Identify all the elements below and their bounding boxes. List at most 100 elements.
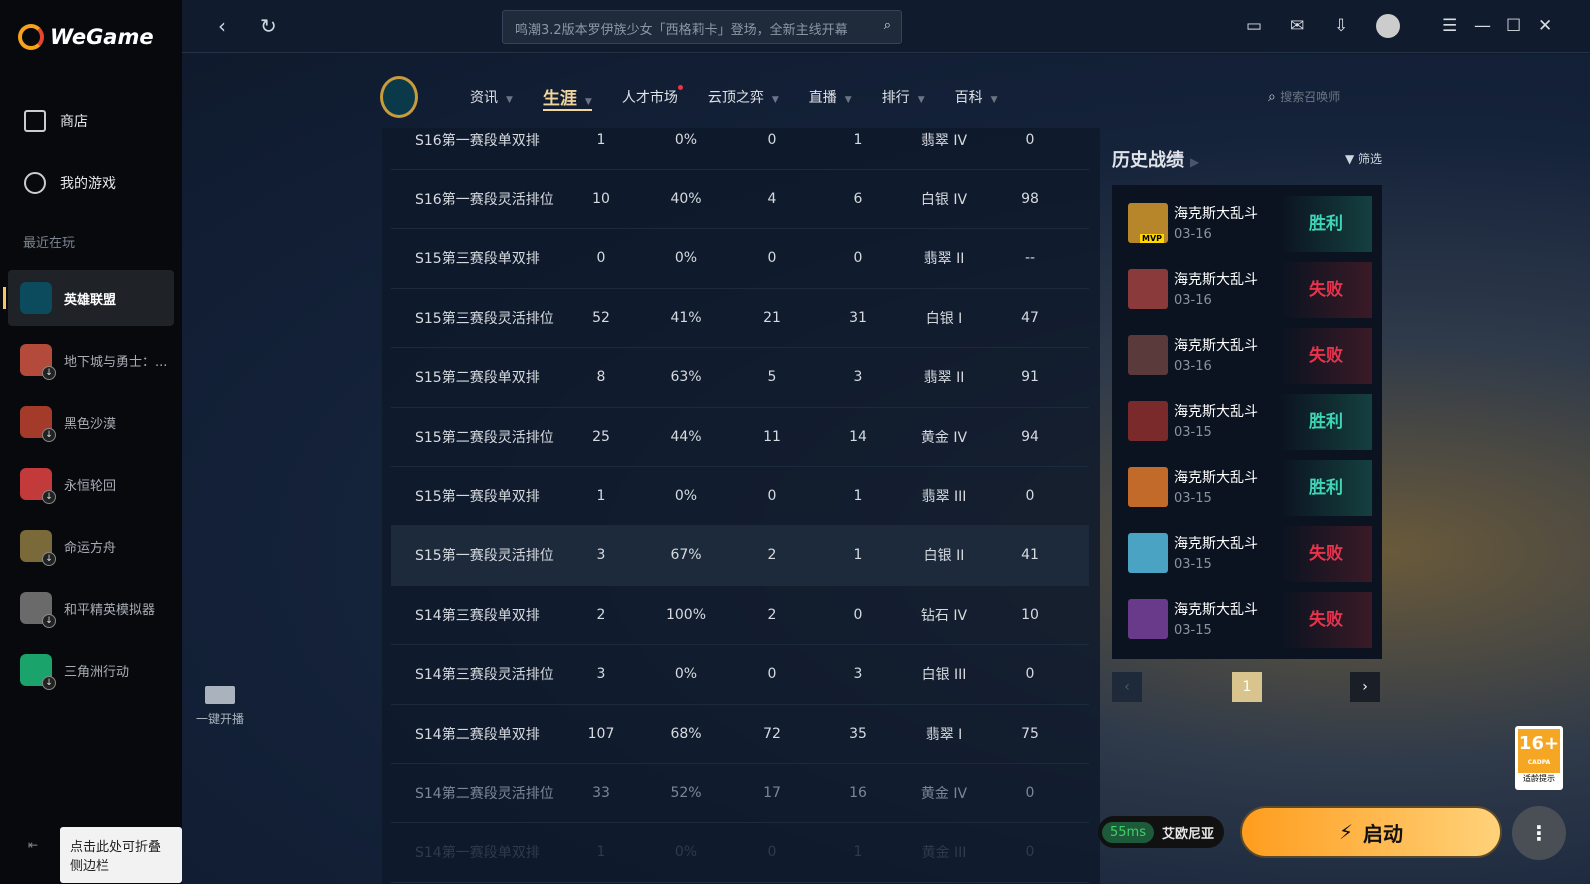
sidebar-game-6[interactable]: ↓ 三角洲行动 <box>8 642 174 698</box>
sidebar: WeGame 商店 我的游戏 最近在玩 英雄联盟 ↓ 地下城与勇士：... ↓ 黑色沙漠… <box>0 0 182 884</box>
table-cell: S15第二赛段单双排 <box>415 370 540 387</box>
lol-nav-tab-1[interactable]: 生涯 ▼ <box>542 84 592 111</box>
match-item[interactable]: MVP 海克斯大乱斗 03-16 胜利 <box>1122 191 1372 257</box>
refresh-icon[interactable]: ↻ <box>260 14 277 38</box>
server-name: 艾欧尼亚 <box>1161 826 1214 842</box>
table-cell: 0 <box>853 250 863 267</box>
match-item[interactable]: 海克斯大乱斗 03-15 失败 <box>1122 587 1372 653</box>
sidebar-game-4[interactable]: ↓ 命运方舟 <box>8 518 174 574</box>
prev-page-button[interactable]: ‹ <box>1112 672 1142 702</box>
match-item[interactable]: 海克斯大乱斗 03-15 失败 <box>1122 521 1372 587</box>
match-item[interactable]: 海克斯大乱斗 03-15 胜利 <box>1122 389 1372 455</box>
close-icon[interactable]: ✕ <box>1538 16 1553 36</box>
search-icon[interactable]: ⌕ <box>883 18 891 33</box>
match-result: 失败 <box>1280 262 1372 318</box>
recent-label: 最近在玩 <box>23 236 76 251</box>
table-cell: 4 <box>767 190 777 207</box>
next-page-button[interactable]: › <box>1350 672 1380 702</box>
collapse-sidebar-icon[interactable]: ⇤ <box>28 838 39 852</box>
launch-button[interactable]: ⚡ 启动 <box>1240 806 1502 858</box>
menu-icon[interactable]: ☰ <box>1442 16 1458 36</box>
minimize-icon[interactable]: — <box>1474 16 1491 36</box>
chat-icon[interactable]: ▭ <box>1246 16 1263 36</box>
filter-button[interactable]: ▼ 筛选 <box>1344 152 1382 166</box>
table-cell: S14第二赛段灵活排位 <box>415 785 554 802</box>
table-row[interactable]: S14第三赛段灵活排位 3 0% 0 3 白银 III 0 <box>391 645 1089 705</box>
notification-dot <box>677 85 683 90</box>
chevron-down-icon: ▼ <box>771 95 779 105</box>
server-selector[interactable]: 55ms 艾欧尼亚 <box>1098 816 1224 848</box>
download-badge-icon: ↓ <box>42 428 56 442</box>
download-badge-icon: ↓ <box>42 552 56 566</box>
wegame-logo[interactable]: WeGame <box>18 24 154 50</box>
game-icon: ↓ <box>20 468 56 504</box>
maximize-icon[interactable]: ☐ <box>1506 16 1522 36</box>
table-row[interactable]: S14第三赛段单双排 2 100% 2 0 钻石 IV 10 <box>391 585 1089 646</box>
match-item[interactable]: 海克斯大乱斗 03-16 失败 <box>1122 257 1372 323</box>
game-label: 地下城与勇士：... <box>64 354 168 370</box>
sidebar-item-shop[interactable]: 商店 <box>24 110 88 132</box>
table-cell: 0 <box>767 666 777 683</box>
lol-logo[interactable] <box>380 76 418 118</box>
match-item[interactable]: 海克斯大乱斗 03-15 胜利 <box>1122 455 1372 521</box>
table-row[interactable]: S16第一赛段单双排 1 0% 0 1 翡翠 IV 0 <box>391 128 1089 170</box>
download-icon[interactable]: ⇩ <box>1334 16 1349 36</box>
table-row[interactable]: S15第一赛段灵活排位 3 67% 2 1 白银 II 41 <box>391 525 1089 586</box>
table-cell: 5 <box>767 369 777 386</box>
match-history-title[interactable]: 历史战绩 ▶ <box>1112 150 1200 171</box>
global-search-input[interactable]: 鸣潮3.2版本罗伊族少女「西格莉卡」登场，全新主线开幕 ⌕ <box>502 10 902 44</box>
match-result: 失败 <box>1280 592 1372 648</box>
sidebar-game-0[interactable]: 英雄联盟 <box>3 270 174 326</box>
lol-nav-tab-3[interactable]: 云顶之弈 ▼ <box>707 90 779 106</box>
table-cell: S16第一赛段单双排 <box>415 132 540 149</box>
video-camera-icon <box>205 686 235 704</box>
table-row[interactable]: S15第三赛段灵活排位 52 41% 21 31 白银 I 47 <box>391 288 1089 349</box>
shop-bag-icon <box>24 110 46 132</box>
table-cell: 钻石 IV <box>920 607 968 624</box>
table-cell: S14第一赛段单双排 <box>415 845 540 862</box>
avatar[interactable] <box>1376 14 1400 38</box>
table-row[interactable]: S15第一赛段单双排 1 0% 0 1 翡翠 III 0 <box>391 466 1089 527</box>
table-row[interactable]: S14第二赛段灵活排位 33 52% 17 16 黄金 IV 0 <box>391 763 1089 824</box>
table-cell: 35 <box>849 725 867 742</box>
table-row[interactable]: S15第二赛段灵活排位 25 44% 11 14 黄金 IV 94 <box>391 407 1089 467</box>
champion-avatar <box>1128 467 1168 507</box>
lol-nav-tab-0[interactable]: 资讯 ▼ <box>470 90 513 106</box>
champion-avatar <box>1128 401 1168 441</box>
table-cell: 2 <box>767 547 777 564</box>
back-icon[interactable]: ‹ <box>218 14 226 38</box>
sidebar-game-1[interactable]: ↓ 地下城与勇士：... <box>8 332 174 388</box>
page-1-button[interactable]: 1 <box>1232 672 1262 702</box>
table-cell: 2 <box>767 606 777 623</box>
match-item[interactable]: 海克斯大乱斗 03-16 失败 <box>1122 323 1372 389</box>
more-options-button[interactable]: ⋮ <box>1512 806 1566 860</box>
table-cell: 3 <box>596 666 606 683</box>
top-bar: ‹ ↻ 鸣潮3.2版本罗伊族少女「西格莉卡」登场，全新主线开幕 ⌕ ▭ ✉ ⇩ ☰… <box>182 0 1590 53</box>
summoner-search-input[interactable]: ⌕ 搜索召唤师 <box>1268 89 1341 105</box>
lol-nav-tab-2[interactable]: 人才市场 <box>622 85 683 107</box>
game-label: 命运方舟 <box>64 540 117 556</box>
lol-nav-tab-5[interactable]: 排行 ▼ <box>881 90 925 106</box>
table-row[interactable]: S16第一赛段灵活排位 10 40% 4 6 白银 IV 98 <box>391 169 1089 230</box>
lol-nav-tab-6[interactable]: 百科 ▼ <box>954 90 998 106</box>
game-label: 黑色沙漠 <box>64 416 117 432</box>
table-cell: S15第二赛段灵活排位 <box>415 429 554 446</box>
go-live-button[interactable]: 一键开播 <box>192 686 248 727</box>
table-row[interactable]: S14第二赛段单双排 107 68% 72 35 翡翠 I 75 <box>391 704 1089 764</box>
sidebar-item-my-games[interactable]: 我的游戏 <box>24 172 116 194</box>
table-cell: 0% <box>674 666 698 683</box>
rank-season-table: S16第一赛段单双排 1 0% 0 1 翡翠 IV 0 S16第一赛段灵活排位 10 40% 4 6 白… <box>382 128 1100 884</box>
table-row[interactable]: S14第一赛段单双排 1 0% 0 1 黄金 III 0 <box>391 823 1089 883</box>
table-cell: 翡翠 II <box>923 251 965 268</box>
table-cell: 75 <box>1021 725 1039 742</box>
sidebar-game-3[interactable]: ↓ 永恒轮回 <box>8 456 174 512</box>
lol-nav-tab-4[interactable]: 直播 ▼ <box>808 90 852 106</box>
table-cell: 3 <box>853 369 863 386</box>
table-row[interactable]: S15第二赛段单双排 8 63% 5 3 翡翠 II 91 <box>391 348 1089 408</box>
table-row[interactable]: S15第三赛段单双排 0 0% 0 0 翡翠 II -- <box>391 229 1089 289</box>
table-cell: 10 <box>1021 606 1039 623</box>
champion-avatar <box>1128 599 1168 639</box>
sidebar-game-2[interactable]: ↓ 黑色沙漠 <box>8 394 174 450</box>
sidebar-game-5[interactable]: ↓ 和平精英模拟器 <box>8 580 174 636</box>
mail-icon[interactable]: ✉ <box>1290 16 1305 36</box>
